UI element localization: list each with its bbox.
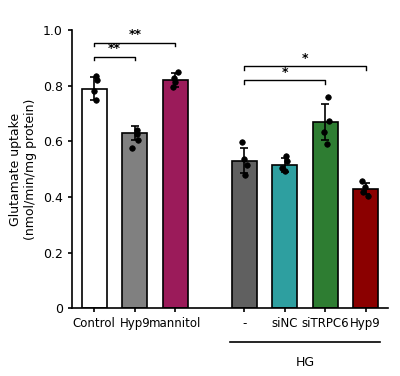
Y-axis label: Glutamate uptake
(nmol/min/mg protein): Glutamate uptake (nmol/min/mg protein) — [10, 99, 38, 240]
Bar — [353, 189, 378, 308]
Point — [134, 127, 140, 133]
Point — [171, 75, 178, 81]
Point — [129, 145, 135, 151]
Point — [93, 97, 100, 103]
Point — [325, 94, 331, 100]
Bar — [272, 165, 297, 308]
Bar — [232, 161, 257, 308]
Point — [242, 172, 248, 178]
Point — [359, 178, 366, 184]
Point — [243, 162, 250, 168]
Bar — [122, 133, 147, 308]
Point — [321, 129, 327, 135]
Text: *: * — [302, 52, 308, 65]
Point — [239, 139, 245, 145]
Text: *: * — [282, 66, 288, 79]
Bar — [82, 88, 107, 308]
Point — [240, 156, 247, 162]
Point — [360, 189, 367, 195]
Point — [91, 88, 97, 94]
Point — [282, 168, 288, 174]
Point — [169, 84, 176, 90]
Point — [134, 131, 140, 137]
Point — [284, 158, 290, 164]
Point — [135, 137, 142, 143]
Point — [362, 184, 369, 190]
Text: **: ** — [128, 29, 141, 41]
Text: HG: HG — [295, 356, 314, 368]
Point — [175, 69, 182, 75]
Point — [364, 193, 371, 199]
Point — [92, 73, 99, 79]
Bar — [163, 80, 188, 308]
Point — [326, 118, 332, 124]
Point — [324, 141, 330, 147]
Point — [94, 77, 100, 83]
Point — [278, 165, 285, 171]
Point — [282, 153, 289, 159]
Point — [172, 79, 178, 85]
Text: **: ** — [108, 42, 121, 55]
Bar — [313, 122, 338, 308]
